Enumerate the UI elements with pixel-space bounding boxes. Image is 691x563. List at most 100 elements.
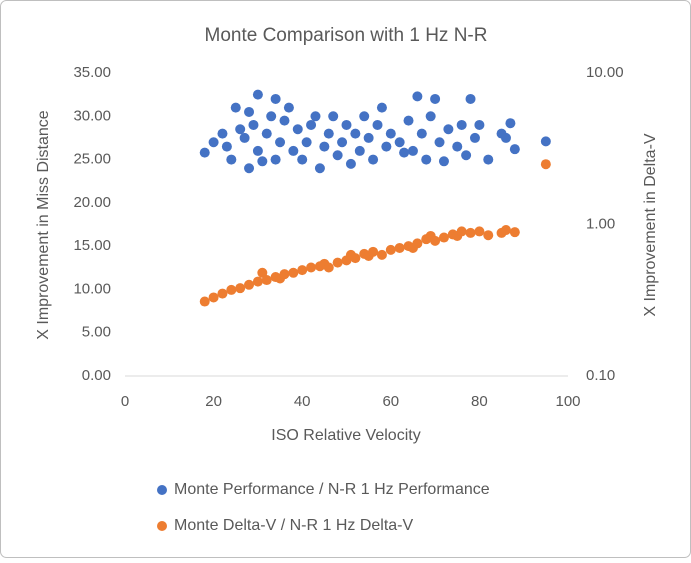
x-tick-label: 60 [382, 393, 399, 410]
y-axis-title: X Improvement in Miss Distance [35, 110, 52, 340]
scatter-point [230, 102, 241, 113]
scatter-point [540, 159, 551, 170]
scatter-point [483, 230, 494, 241]
scatter-point [469, 132, 480, 143]
scatter-point [244, 279, 255, 290]
scatter-point [208, 292, 219, 303]
scatter-point [412, 91, 423, 102]
scatter-point [474, 226, 485, 237]
scatter-point [332, 150, 343, 161]
scatter-point [474, 119, 485, 130]
scatter-point [368, 246, 379, 257]
legend-label: Monte Performance / N-R 1 Hz Performance [174, 481, 490, 498]
legend-marker [157, 521, 167, 531]
scatter-point [443, 124, 454, 135]
scatter-point [306, 262, 317, 273]
scatter-point [297, 154, 308, 165]
scatter-point [244, 163, 255, 174]
scatter-point [350, 128, 361, 139]
scatter-point [385, 244, 396, 255]
scatter-point [323, 128, 334, 139]
scatter-point [407, 145, 418, 156]
scatter-point [248, 119, 259, 130]
scatter-point [261, 275, 272, 286]
x-tick-label: 0 [121, 393, 129, 410]
scatter-point [323, 262, 334, 273]
scatter-point [266, 111, 277, 122]
scatter-point [394, 137, 405, 148]
y-tick-label: 25.00 [73, 151, 111, 168]
scatter-point [421, 154, 432, 165]
scatter-point [257, 267, 268, 278]
scatter-point [509, 227, 520, 238]
y2-tick-label: 1.00 [586, 215, 615, 232]
scatter-point [270, 93, 281, 104]
scatter-point [505, 118, 516, 129]
y2-axis-title: X Improvement in Delta-V [642, 133, 659, 317]
scatter-point [306, 119, 317, 130]
scatter-point [279, 269, 290, 280]
scatter-point [399, 147, 410, 158]
scatter-point [199, 147, 210, 158]
scatter-point [261, 128, 272, 139]
scatter-point [257, 156, 268, 167]
scatter-point [221, 141, 232, 152]
y-tick-label: 35.00 [73, 64, 111, 81]
legend-marker [157, 485, 167, 495]
scatter-point [368, 154, 379, 165]
scatter-point [314, 163, 325, 174]
scatter-point [310, 111, 321, 122]
x-tick-label: 40 [294, 393, 311, 410]
scatter-point [332, 257, 343, 268]
scatter-point [208, 137, 219, 148]
y-tick-label: 30.00 [73, 107, 111, 124]
scatter-point [385, 128, 396, 139]
scatter-point [297, 265, 308, 276]
scatter-point [199, 296, 210, 307]
scatter-point [376, 249, 387, 260]
x-tick-label: 100 [555, 393, 580, 410]
x-tick-label: 20 [205, 393, 222, 410]
scatter-point [235, 124, 246, 135]
scatter-point [270, 154, 281, 165]
y-tick-label: 10.00 [73, 280, 111, 297]
scatter-point [363, 132, 374, 143]
scatter-point [252, 145, 263, 156]
scatter-point [461, 150, 472, 161]
scatter-point [438, 232, 449, 243]
scatter-point [279, 115, 290, 126]
scatter-point [239, 132, 250, 143]
scatter-point [354, 145, 365, 156]
y-tick-label: 20.00 [73, 194, 111, 211]
y2-tick-label: 0.10 [586, 367, 615, 384]
scatter-point [452, 141, 463, 152]
scatter-point [540, 136, 551, 147]
scatter-point [292, 124, 303, 135]
y-tick-label: 0.00 [82, 367, 111, 384]
scatter-point [425, 111, 436, 122]
scatter-point [430, 93, 441, 104]
x-tick-label: 80 [471, 393, 488, 410]
scatter-point [456, 119, 467, 130]
y-tick-label: 5.00 [82, 324, 111, 341]
scatter-point [456, 226, 467, 237]
y-tick-label: 15.00 [73, 237, 111, 254]
scatter-point [359, 111, 370, 122]
scatter-point [226, 154, 237, 165]
scatter-point [350, 253, 361, 264]
scatter-point [337, 137, 348, 148]
scatter-point [217, 128, 228, 139]
scatter-point [509, 144, 520, 155]
legend-label: Monte Delta-V / N-R 1 Hz Delta-V [174, 517, 414, 534]
scatter-point [465, 93, 476, 104]
scatter-point [500, 132, 511, 143]
scatter-point [372, 119, 383, 130]
x-axis-title: ISO Relative Velocity [271, 427, 420, 444]
scatter-point [381, 141, 392, 152]
scatter-point [301, 137, 312, 148]
scatter-point [319, 141, 330, 152]
scatter-point [283, 102, 294, 113]
y2-tick-label: 10.00 [586, 64, 624, 81]
